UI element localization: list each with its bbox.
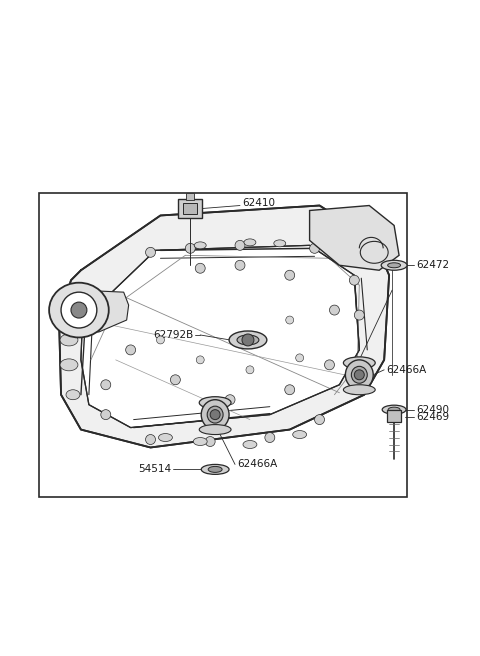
- Ellipse shape: [66, 390, 80, 400]
- Circle shape: [354, 370, 364, 380]
- Ellipse shape: [199, 397, 231, 409]
- Circle shape: [96, 300, 106, 310]
- Polygon shape: [81, 245, 360, 428]
- Circle shape: [101, 380, 111, 390]
- Polygon shape: [59, 205, 389, 447]
- Text: 62792B: 62792B: [153, 330, 193, 340]
- Ellipse shape: [293, 430, 307, 438]
- Text: 62472: 62472: [416, 260, 449, 270]
- Text: 62490: 62490: [416, 405, 449, 415]
- Ellipse shape: [343, 385, 375, 395]
- Ellipse shape: [49, 283, 109, 337]
- Text: 62466A: 62466A: [237, 459, 277, 470]
- Ellipse shape: [199, 424, 231, 434]
- Circle shape: [170, 375, 180, 385]
- Bar: [183, 203, 197, 215]
- Ellipse shape: [194, 242, 206, 249]
- Circle shape: [225, 395, 235, 405]
- Circle shape: [349, 276, 360, 285]
- Circle shape: [145, 247, 156, 257]
- Circle shape: [285, 385, 295, 395]
- Circle shape: [235, 240, 245, 251]
- Ellipse shape: [351, 366, 367, 383]
- Ellipse shape: [244, 239, 256, 246]
- Ellipse shape: [193, 438, 207, 445]
- Ellipse shape: [229, 331, 267, 349]
- Ellipse shape: [382, 405, 406, 414]
- Circle shape: [354, 310, 364, 320]
- Circle shape: [185, 243, 195, 253]
- Circle shape: [145, 434, 156, 445]
- Ellipse shape: [274, 240, 286, 247]
- Circle shape: [310, 243, 320, 253]
- Circle shape: [195, 263, 205, 274]
- Circle shape: [71, 302, 87, 318]
- Circle shape: [246, 366, 254, 374]
- Circle shape: [265, 432, 275, 443]
- Circle shape: [285, 270, 295, 280]
- Circle shape: [286, 316, 294, 324]
- Bar: [179, 199, 202, 218]
- Circle shape: [196, 356, 204, 364]
- Ellipse shape: [60, 334, 78, 346]
- Ellipse shape: [381, 260, 407, 270]
- Ellipse shape: [60, 359, 78, 371]
- Ellipse shape: [201, 400, 229, 430]
- Circle shape: [156, 336, 165, 344]
- Circle shape: [101, 409, 111, 420]
- Ellipse shape: [158, 434, 172, 441]
- Circle shape: [349, 385, 360, 395]
- Ellipse shape: [343, 357, 375, 369]
- Text: 62410: 62410: [242, 197, 275, 207]
- Bar: [39, 193, 407, 497]
- Ellipse shape: [346, 360, 373, 390]
- Circle shape: [324, 360, 335, 370]
- Circle shape: [61, 292, 97, 328]
- Ellipse shape: [207, 406, 223, 423]
- Text: 62466A: 62466A: [386, 365, 426, 375]
- Ellipse shape: [208, 466, 222, 472]
- Ellipse shape: [237, 335, 259, 345]
- Text: 54514: 54514: [138, 464, 171, 474]
- Circle shape: [126, 345, 136, 355]
- Ellipse shape: [388, 263, 401, 268]
- Polygon shape: [310, 205, 399, 270]
- Circle shape: [242, 334, 254, 346]
- Polygon shape: [79, 290, 129, 332]
- Circle shape: [314, 415, 324, 424]
- Ellipse shape: [243, 441, 257, 449]
- Circle shape: [329, 305, 339, 315]
- Text: 62469: 62469: [416, 411, 449, 422]
- Circle shape: [235, 260, 245, 270]
- Ellipse shape: [388, 407, 400, 412]
- Circle shape: [210, 409, 220, 420]
- Ellipse shape: [201, 464, 229, 474]
- Circle shape: [296, 354, 304, 362]
- Bar: [387, 409, 401, 422]
- Bar: [186, 193, 194, 199]
- Circle shape: [205, 436, 215, 447]
